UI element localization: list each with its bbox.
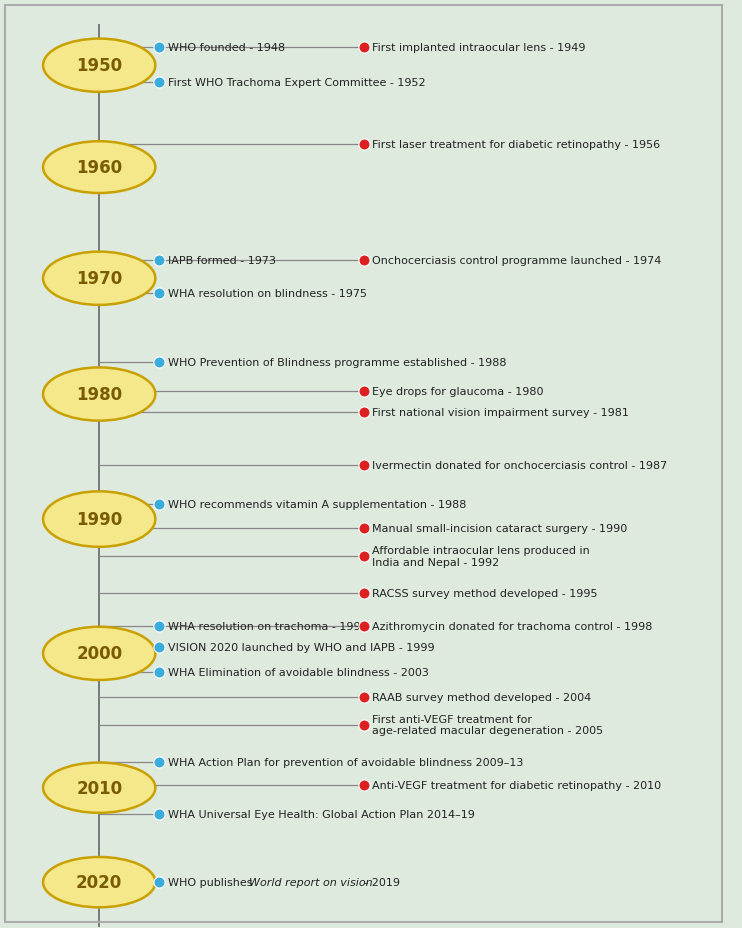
Text: 2010: 2010 <box>76 779 122 797</box>
Text: RAAB survey method developed - 2004: RAAB survey method developed - 2004 <box>372 692 591 702</box>
Text: 1960: 1960 <box>76 159 122 177</box>
Text: 2000: 2000 <box>76 645 122 663</box>
Text: First implanted intraocular lens - 1949: First implanted intraocular lens - 1949 <box>372 43 586 53</box>
Text: First national vision impairment survey - 1981: First national vision impairment survey … <box>372 407 629 418</box>
Text: Manual small-incision cataract surgery - 1990: Manual small-incision cataract surgery -… <box>372 523 628 534</box>
Text: First WHO Trachoma Expert Committee - 1952: First WHO Trachoma Expert Committee - 19… <box>168 78 426 88</box>
Text: WHA resolution on blindness - 1975: WHA resolution on blindness - 1975 <box>168 289 367 299</box>
Text: WHO founded - 1948: WHO founded - 1948 <box>168 43 285 53</box>
Text: - 2019: - 2019 <box>361 877 399 887</box>
Text: Eye drops for glaucoma - 1980: Eye drops for glaucoma - 1980 <box>372 387 544 397</box>
Ellipse shape <box>43 142 155 194</box>
Text: 1950: 1950 <box>76 58 122 75</box>
Text: IAPB formed - 1973: IAPB formed - 1973 <box>168 255 276 265</box>
Ellipse shape <box>43 492 155 548</box>
Ellipse shape <box>43 857 155 908</box>
Ellipse shape <box>43 763 155 813</box>
Ellipse shape <box>43 368 155 421</box>
Text: 1970: 1970 <box>76 270 122 288</box>
Text: Affordable intraocular lens produced in
India and Nepal - 1992: Affordable intraocular lens produced in … <box>372 546 590 567</box>
Text: WHA Universal Eye Health: Global Action Plan 2014–19: WHA Universal Eye Health: Global Action … <box>168 808 475 818</box>
Text: 1980: 1980 <box>76 386 122 404</box>
Text: VISION 2020 launched by WHO and IAPB - 1999: VISION 2020 launched by WHO and IAPB - 1… <box>168 642 435 652</box>
Text: WHA resolution on trachoma - 1998: WHA resolution on trachoma - 1998 <box>168 621 368 631</box>
Text: First laser treatment for diabetic retinopathy - 1956: First laser treatment for diabetic retin… <box>372 140 660 149</box>
Text: WHA Elimination of avoidable blindness - 2003: WHA Elimination of avoidable blindness -… <box>168 667 429 677</box>
Text: Onchocerciasis control programme launched - 1974: Onchocerciasis control programme launche… <box>372 255 662 265</box>
Text: 2020: 2020 <box>76 873 122 891</box>
Ellipse shape <box>43 40 155 93</box>
Ellipse shape <box>43 627 155 680</box>
Text: Azithromycin donated for trachoma control - 1998: Azithromycin donated for trachoma contro… <box>372 621 653 631</box>
Text: WHO Prevention of Blindness programme established - 1988: WHO Prevention of Blindness programme es… <box>168 357 507 367</box>
Text: World report on vision: World report on vision <box>249 877 372 887</box>
Text: 1990: 1990 <box>76 510 122 529</box>
Ellipse shape <box>43 252 155 305</box>
Text: Anti-VEGF treatment for diabetic retinopathy - 2010: Anti-VEGF treatment for diabetic retinop… <box>372 780 662 790</box>
Text: WHA Action Plan for prevention of avoidable blindness 2009–13: WHA Action Plan for prevention of avoida… <box>168 757 523 767</box>
Text: First anti-VEGF treatment for
age-related macular degeneration - 2005: First anti-VEGF treatment for age-relate… <box>372 715 603 736</box>
Text: RACSS survey method developed - 1995: RACSS survey method developed - 1995 <box>372 588 598 599</box>
Text: WHO recommends vitamin A supplementation - 1988: WHO recommends vitamin A supplementation… <box>168 499 467 509</box>
Text: Ivermectin donated for onchocerciasis control - 1987: Ivermectin donated for onchocerciasis co… <box>372 461 668 470</box>
Text: WHO publishes: WHO publishes <box>168 877 256 887</box>
